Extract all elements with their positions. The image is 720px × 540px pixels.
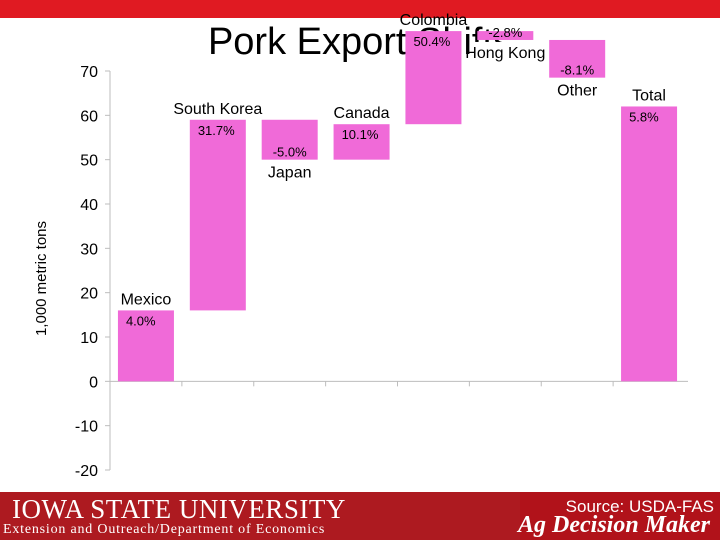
data-label-total: 5.8% [629,109,659,124]
category-label-colombia: Colombia [400,12,468,29]
university-logo: IOWA STATE UNIVERSITY [12,494,346,524]
y-tick-label: 0 [89,374,98,391]
y-tick-label: 70 [80,64,98,81]
category-label-hong-kong: Hong Kong [465,45,545,62]
category-label-bg [471,41,540,63]
bar-total [621,106,678,382]
top-accent-bar [0,0,720,18]
source-label: Source: USDA-FAS [565,497,714,516]
y-tick-label: 40 [80,197,98,214]
category-label-bg [543,79,612,101]
y-tick-label: 20 [80,286,98,303]
category-label-canada: Canada [334,105,390,122]
data-label-canada: 10.1% [342,127,379,142]
data-label-colombia: 50.4% [413,34,450,49]
bar-chart: 70 60 50 40 30 20 10 0 -10 -20 4.0% Mexico 31.7% Sou… [33,12,688,480]
bar-colombia [405,31,462,125]
category-label-mexico: Mexico [121,291,172,308]
category-label-other: Other [557,83,598,100]
data-label-mexico: 4.0% [126,313,156,328]
data-label-south-korea: 31.7% [198,123,235,138]
y-tick-label: -20 [75,463,98,480]
y-tick-label: 10 [80,330,98,347]
category-label-south-korea: South Korea [173,101,262,118]
y-tick-label: 50 [80,153,98,170]
category-label-japan: Japan [268,165,312,182]
bar-hong-kong [477,31,534,40]
category-label-total: Total [632,87,666,104]
category-label-bg [255,161,324,183]
y-tick-label: 30 [80,241,98,258]
footer-bar: IOWA STATE UNIVERSITY Extension and Outr… [0,492,720,540]
bar-other [549,39,606,78]
data-label-japan: -5.0% [273,145,307,160]
bar-mexico [117,310,174,382]
data-label-other: -8.1% [560,63,594,78]
department-label: Extension and Outreach/Department of Eco… [3,522,326,537]
bar-japan [261,119,318,160]
bar-canada [333,124,390,160]
brand-logo: Ag Decision Maker [518,512,710,538]
data-label-hong-kong: -2.8% [488,25,522,40]
y-tick-label: 60 [80,108,98,125]
bar-south-korea [189,119,246,311]
y-axis-label: 1,000 metric tons [33,221,50,336]
footer-left-panel: IOWA STATE UNIVERSITY Extension and Outr… [0,492,520,540]
y-tick-label: -10 [75,419,98,436]
